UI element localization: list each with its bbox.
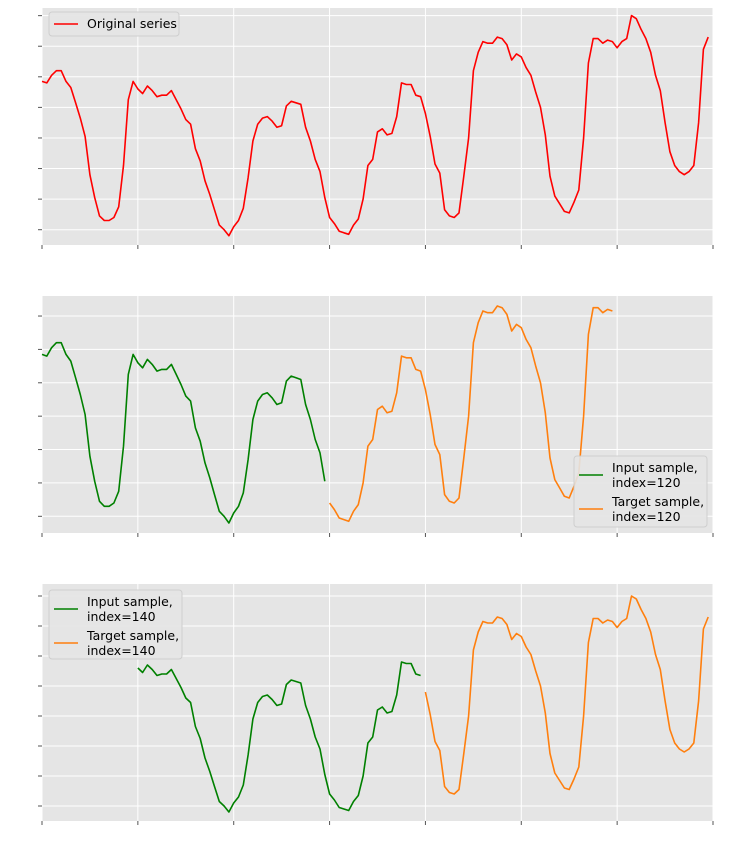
legend: Input sample, index=120 Target sample, inde… — [573, 455, 708, 528]
legend-box — [573, 455, 708, 528]
legend-box — [48, 589, 183, 660]
series-line-2 — [424, 595, 709, 795]
plot-area — [42, 8, 713, 245]
legend: Original series — [48, 11, 180, 37]
chart-panel-2: Input sample, index=120 Target sample, inde… — [38, 296, 714, 537]
legend: Input sample, index=140 Target sample, inde… — [48, 589, 183, 660]
legend-label-2: Target sample, index=120 — [611, 494, 704, 524]
legend-label-1: Input sample, index=140 — [87, 594, 173, 624]
series-line-2 — [328, 305, 613, 523]
series-line-1 — [137, 661, 421, 813]
legend-label-1: Input sample, index=120 — [612, 460, 698, 490]
legend-box — [48, 11, 180, 37]
series-line-1 — [41, 341, 326, 524]
chart-panel-1: Original series — [38, 8, 714, 249]
chart-panel-3: Input sample, index=140 Target sample, inde… — [38, 584, 714, 825]
series-line-1 — [41, 14, 709, 237]
legend-label-1: Original series — [87, 16, 177, 31]
legend-label-2: Target sample, index=140 — [86, 628, 179, 658]
